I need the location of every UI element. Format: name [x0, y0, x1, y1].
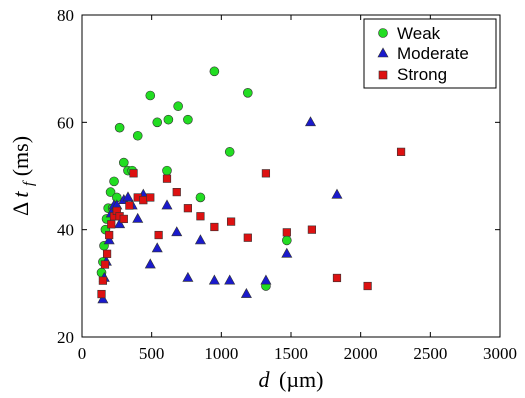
data-point-moderate — [171, 226, 183, 237]
data-point-strong — [172, 188, 181, 197]
legend-marker-weak — [378, 28, 388, 38]
data-point-strong — [100, 260, 110, 269]
legend: Weak Moderate Strong — [363, 18, 497, 89]
axis-ticks: 0 500 1000 1500 2000 2500 3000 20 40 60 80 — [57, 6, 517, 363]
data-point-weak — [183, 114, 193, 125]
data-point-moderate — [304, 116, 317, 127]
y-tick-label: 80 — [57, 6, 74, 25]
x-tick-label: 2500 — [413, 344, 447, 363]
x-tick-label: 2000 — [344, 344, 378, 363]
data-point-weak — [209, 66, 220, 77]
data-point-weak — [145, 90, 156, 101]
data-point-moderate — [240, 287, 252, 298]
data-point-weak — [109, 176, 119, 187]
data-point-weak — [152, 117, 163, 128]
data-point-strong — [210, 222, 219, 232]
data-point-strong — [363, 281, 372, 291]
data-point-strong — [226, 217, 236, 226]
data-point-weak — [282, 235, 292, 246]
data-point-strong — [102, 249, 112, 258]
y-axis-label-unit: (ms) — [8, 136, 33, 176]
data-point-moderate — [224, 274, 236, 285]
y-axis-label-symbol: t — [8, 191, 33, 198]
x-tick-label: 500 — [139, 344, 165, 363]
data-point-weak — [105, 187, 116, 197]
data-point-weak — [119, 157, 129, 168]
data-point-strong — [162, 174, 172, 183]
x-tick-label: 3000 — [483, 344, 517, 363]
data-point-moderate — [208, 274, 220, 285]
data-point-moderate — [161, 199, 173, 210]
data-point-strong — [307, 225, 317, 234]
data-point-moderate — [331, 188, 343, 199]
legend-marker-strong — [378, 70, 388, 80]
y-tick-label: 40 — [57, 221, 74, 240]
data-point-strong — [107, 220, 116, 229]
x-tick-label: 1000 — [204, 344, 238, 363]
data-point-moderate — [122, 191, 134, 202]
data-point-strong — [261, 169, 271, 178]
y-axis-label: Δ t f (ms) — [8, 136, 38, 216]
data-point-weak — [162, 165, 172, 176]
y-tick-label: 60 — [57, 113, 74, 132]
data-point-moderate — [103, 234, 115, 245]
data-point-moderate — [132, 212, 144, 223]
data-point-strong — [125, 201, 134, 210]
y-axis-label-prefix: Δ — [8, 202, 33, 216]
data-point-strong — [105, 230, 114, 240]
data-point-moderate — [194, 234, 206, 245]
legend-marker-moderate — [377, 47, 389, 58]
data-point-moderate — [182, 271, 194, 282]
data-point-weak — [114, 122, 125, 133]
data-point-weak — [224, 147, 235, 157]
data-point-strong — [154, 230, 163, 240]
legend-label-moderate: Moderate — [397, 44, 469, 63]
legend-label-strong: Strong — [397, 65, 447, 84]
data-point-moderate — [151, 242, 163, 253]
x-axis-label: d (µm) — [259, 367, 324, 392]
x-axis-label-symbol: d — [259, 367, 271, 392]
data-point-strong — [139, 196, 148, 205]
y-tick-label: 20 — [57, 328, 74, 347]
data-point-strong — [129, 169, 138, 178]
data-point-strong — [282, 228, 291, 237]
x-axis-label-unit: (µm) — [279, 367, 323, 392]
data-point-moderate — [144, 258, 156, 269]
data-point-weak — [132, 130, 143, 141]
data-point-moderate — [260, 274, 272, 285]
x-tick-label: 1500 — [274, 344, 308, 363]
data-point-strong — [196, 212, 205, 221]
data-point-strong — [183, 204, 192, 213]
data-point-strong — [119, 214, 128, 224]
data-point-weak — [163, 114, 174, 125]
data-point-strong — [396, 147, 406, 156]
data-points — [96, 66, 406, 304]
x-tick-label: 0 — [78, 344, 87, 363]
data-point-moderate — [114, 218, 126, 229]
y-axis-label-subscript: f — [21, 180, 37, 186]
data-point-strong — [97, 289, 106, 299]
data-point-moderate — [97, 293, 109, 304]
data-point-strong — [146, 193, 155, 202]
data-point-moderate — [281, 247, 293, 258]
data-point-strong — [332, 273, 342, 283]
legend-label-weak: Weak — [397, 24, 441, 43]
data-point-weak — [243, 88, 253, 98]
data-point-weak — [195, 192, 206, 203]
data-point-strong — [243, 233, 252, 242]
data-point-weak — [173, 101, 183, 112]
data-point-strong — [98, 276, 107, 285]
